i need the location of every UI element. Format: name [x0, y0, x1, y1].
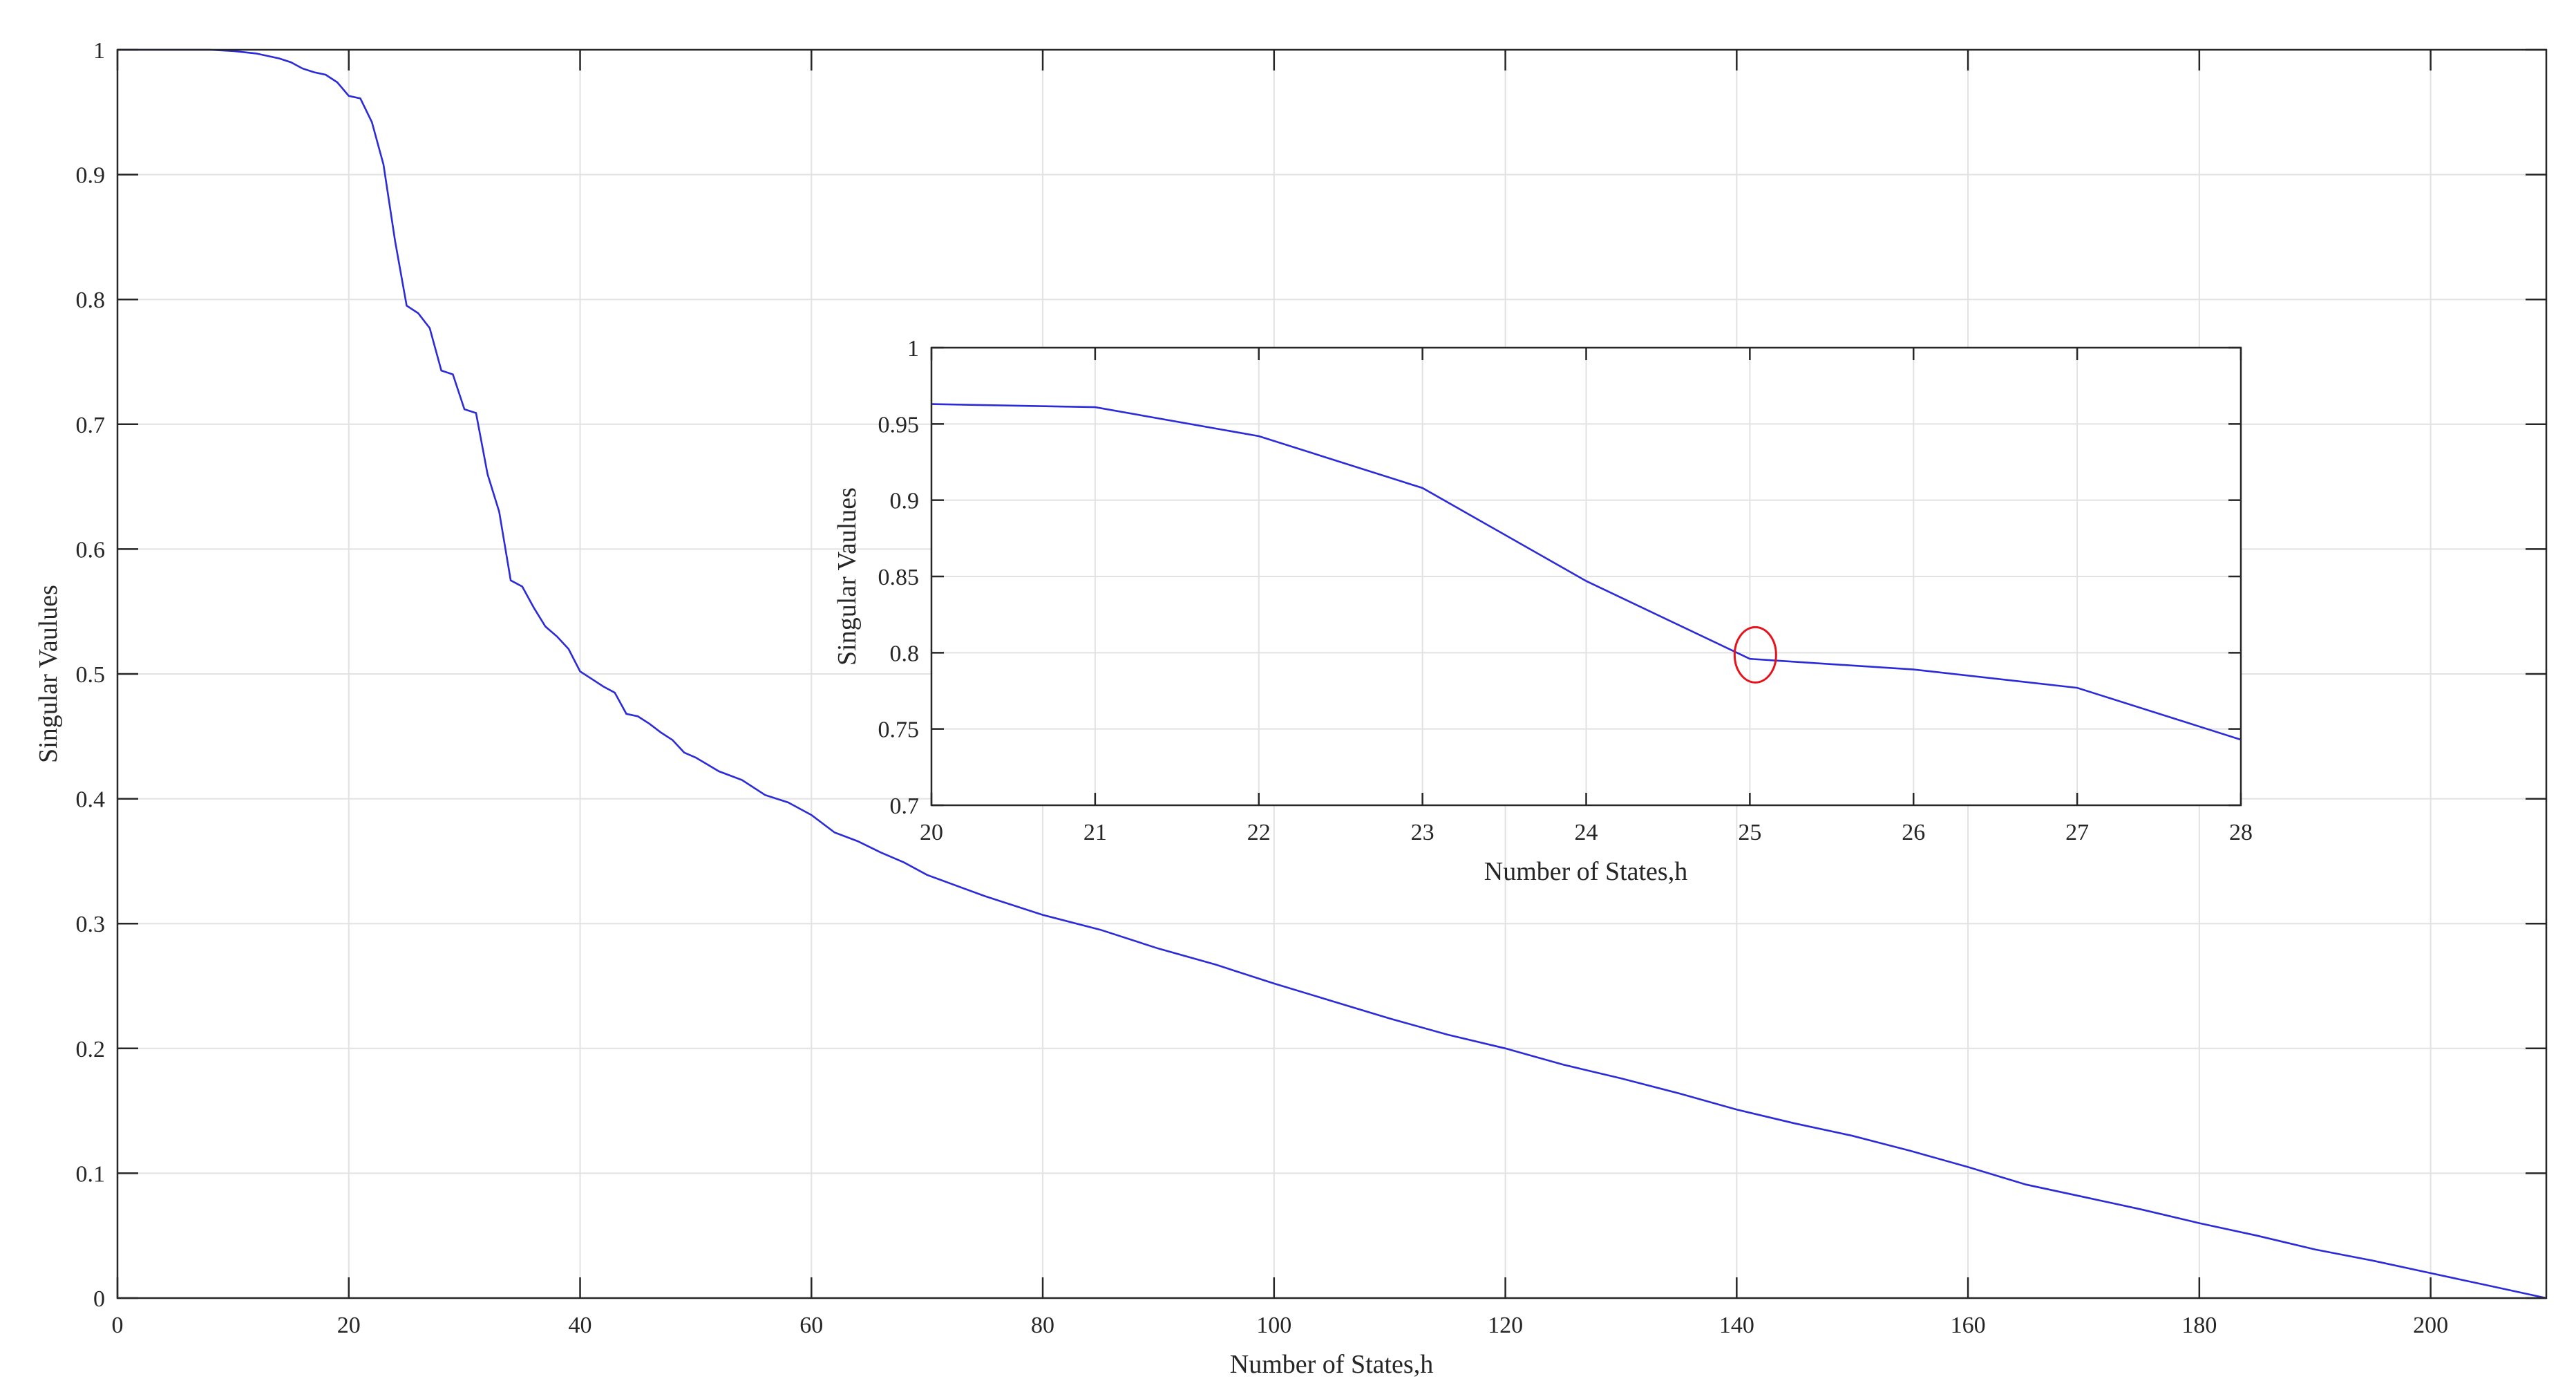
main-y-tick-label: 0.9 — [76, 163, 106, 189]
inset-x-tick-label: 24 — [1575, 820, 1598, 845]
main-x-tick-label: 100 — [1256, 1313, 1291, 1338]
inset-y-tick-label: 0.8 — [890, 641, 920, 666]
main-x-tick-label: 160 — [1951, 1313, 1986, 1338]
inset-plot-frame — [930, 346, 2242, 807]
main-x-tick-label: 180 — [2181, 1313, 2217, 1338]
main-y-tick-label: 0.3 — [76, 912, 106, 937]
inset-y-axis-label: Singular Vaulues — [833, 487, 862, 666]
main-x-tick-label: 60 — [799, 1313, 823, 1338]
inset-x-tick-label: 28 — [2229, 820, 2253, 845]
main-x-tick-labels: 0 20 40 60 80 100 120 140 160 180 200 — [112, 1313, 2449, 1338]
main-y-tick-label: 0 — [93, 1286, 105, 1312]
inset-y-tick-label: 0.95 — [878, 412, 920, 438]
inset-plot: 20 21 22 23 24 25 26 27 28 0.7 0.75 0.8 0.85 0.9 0.95… — [833, 336, 2253, 886]
inset-x-tick-label: 26 — [1902, 820, 1925, 845]
main-y-tick-label: 0.6 — [76, 537, 106, 563]
inset-x-tick-labels: 20 21 22 23 24 25 26 27 28 — [920, 820, 2253, 845]
main-x-tick-label: 20 — [337, 1313, 361, 1338]
main-x-tick-label: 40 — [569, 1313, 592, 1338]
main-y-tick-label: 0.2 — [76, 1037, 106, 1062]
inset-x-tick-label: 20 — [920, 820, 943, 845]
main-x-axis-label: Number of States,h — [1230, 1350, 1433, 1379]
inset-y-tick-label: 0.9 — [890, 489, 920, 514]
main-y-tick-label: 0.8 — [76, 288, 106, 313]
main-y-tick-labels: 0 0.1 0.2 0.3 0.4 0.5 0.6 0.7 0.8 0.9 1 — [76, 38, 106, 1312]
inset-y-tick-label: 0.85 — [878, 565, 920, 590]
main-y-tick-label: 0.5 — [76, 662, 106, 688]
inset-y-tick-label: 1 — [907, 336, 919, 362]
main-y-tick-label: 0.7 — [76, 413, 106, 438]
highlight-circle-marker — [1733, 626, 1777, 684]
main-y-tick-label: 0.4 — [76, 787, 106, 813]
inset-x-tick-label: 21 — [1083, 820, 1107, 845]
main-y-tick-label: 1 — [93, 38, 105, 64]
inset-x-tick-label: 22 — [1247, 820, 1271, 845]
inset-y-tick-label: 0.75 — [878, 717, 920, 743]
main-series-line — [117, 48, 2547, 1299]
main-x-tick-label: 120 — [1488, 1313, 1523, 1338]
inset-y-tick-label: 0.7 — [890, 794, 920, 819]
inset-x-axis-label: Number of States,h — [1484, 857, 1687, 886]
main-x-tick-label: 200 — [2413, 1313, 2448, 1338]
inset-x-tick-label: 25 — [1738, 820, 1761, 845]
main-x-tick-label: 80 — [1031, 1313, 1054, 1338]
main-y-tick-label: 0.1 — [76, 1161, 106, 1187]
inset-series-line — [931, 403, 2242, 741]
main-y-axis-label: Singular Vaulues — [34, 585, 63, 763]
main-x-tick-label: 140 — [1719, 1313, 1754, 1338]
inset-x-tick-label: 27 — [2065, 820, 2089, 845]
main-plot-frame — [116, 48, 2548, 1299]
inset-x-tick-label: 23 — [1411, 820, 1434, 845]
inset-y-tick-labels: 0.7 0.75 0.8 0.85 0.9 0.95 1 — [878, 336, 920, 819]
main-x-tick-label: 0 — [112, 1313, 124, 1338]
